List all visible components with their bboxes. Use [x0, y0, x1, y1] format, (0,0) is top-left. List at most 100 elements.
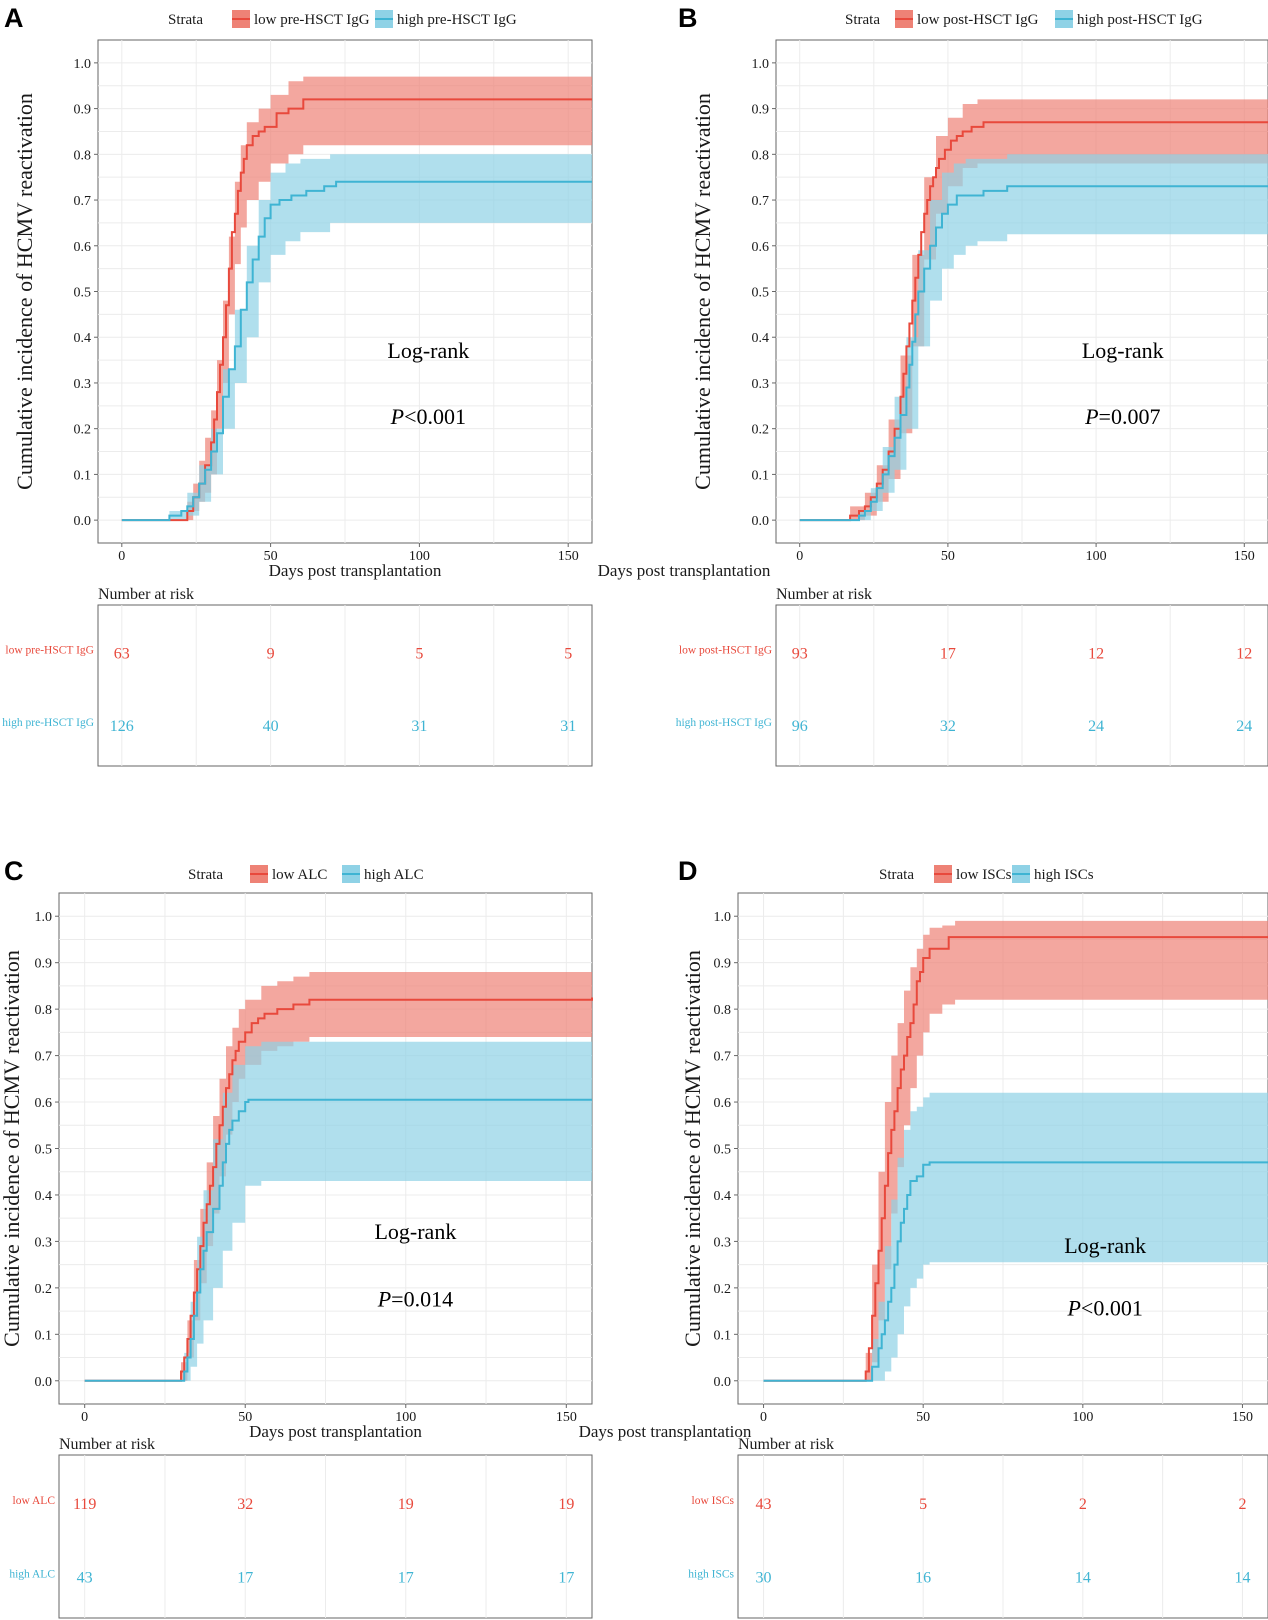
- risk-count: 43: [756, 1496, 772, 1513]
- risk-count: 9: [267, 645, 275, 662]
- y-tick-label: 0.1: [74, 468, 92, 483]
- logrank-label: Log-rank: [1082, 338, 1164, 363]
- y-tick-label: 1.0: [714, 910, 732, 925]
- logrank-label: Log-rank: [1064, 1233, 1146, 1258]
- risk-count: 14: [1075, 1569, 1091, 1586]
- risk-count: 96: [792, 718, 808, 735]
- risk-count: 119: [73, 1496, 96, 1513]
- p-value: P=0.007: [1084, 404, 1160, 429]
- y-tick-label: 0.0: [752, 514, 770, 529]
- risk-row-label-low: low post-HSCT IgG: [679, 644, 772, 656]
- legend-title: Strata: [845, 12, 880, 28]
- y-tick-label: 0.2: [752, 423, 770, 438]
- risk-count: 32: [237, 1496, 253, 1513]
- logrank-label: Log-rank: [387, 338, 469, 363]
- y-tick-label: 0.8: [74, 148, 92, 163]
- x-axis-title: Days post transplantation: [249, 1422, 422, 1441]
- y-tick-label: 0.8: [35, 1003, 53, 1018]
- x-axis-title: Days post transplantation: [598, 561, 771, 580]
- y-tick-label: 0.1: [35, 1328, 53, 1343]
- ci-band-high: [799, 152, 1268, 521]
- p-symbol: P: [377, 1286, 391, 1311]
- risk-row-label-high: high ALC: [9, 1568, 55, 1580]
- risk-table-title: Number at risk: [776, 586, 872, 603]
- km-curve-low: [799, 121, 1268, 522]
- y-axis-title: Cumulative incidence of HCMV reactivatio…: [690, 93, 715, 490]
- y-tick-label: 0.7: [74, 194, 92, 209]
- risk-table-title: Number at risk: [738, 1436, 834, 1453]
- y-tick-label: 0.1: [752, 468, 770, 483]
- risk-count: 5: [919, 1496, 927, 1513]
- risk-count: 17: [558, 1569, 574, 1586]
- y-tick-label: 0.4: [752, 331, 770, 346]
- risk-count: 126: [110, 718, 134, 735]
- risk-table-title: Number at risk: [98, 586, 194, 603]
- legend-label-high: high ALC: [364, 867, 424, 883]
- panel-label: C: [4, 856, 24, 886]
- y-tick-label: 1.0: [752, 57, 770, 72]
- risk-row-label-low: low ALC: [13, 1495, 56, 1507]
- y-tick-label: 0.2: [74, 423, 92, 438]
- y-tick-label: 0.8: [752, 148, 770, 163]
- legend-label-high: high pre-HSCT IgG: [397, 12, 517, 28]
- x-tick-label: 50: [916, 1410, 930, 1425]
- y-axis-title: Cumulative incidence of HCMV reactivatio…: [680, 950, 705, 1347]
- legend-title: Strata: [879, 867, 914, 883]
- y-tick-label: 0.5: [74, 286, 92, 301]
- risk-count: 17: [237, 1569, 253, 1586]
- km-curve-low: [84, 997, 593, 1382]
- ci-band-low: [121, 76, 593, 521]
- ci-band-low: [799, 97, 1268, 521]
- risk-count: 14: [1234, 1569, 1250, 1586]
- panel-a: A Strata low pre-HSCT IgG high pre-HSCT IgG…: [2, 3, 593, 767]
- risk-count: 17: [398, 1569, 414, 1586]
- y-tick-label: 0.3: [752, 377, 770, 392]
- y-axis-title: Cumulative incidence of HCMV reactivatio…: [0, 950, 24, 1347]
- panel-label: D: [678, 856, 698, 886]
- y-tick-label: 0.6: [35, 1096, 53, 1111]
- risk-count: 19: [398, 1496, 414, 1513]
- risk-count: 93: [792, 645, 808, 662]
- km-curve-high: [84, 1098, 592, 1382]
- p-symbol: P: [390, 404, 404, 429]
- x-tick-label: 0: [760, 1410, 767, 1425]
- y-tick-label: 0.0: [714, 1375, 732, 1390]
- p-value-number: <0.001: [1081, 1296, 1143, 1321]
- risk-count: 31: [411, 718, 427, 735]
- y-tick-label: 0.3: [74, 377, 92, 392]
- risk-count: 40: [263, 718, 279, 735]
- y-tick-label: 1.0: [74, 57, 92, 72]
- risk-row-label-high: high ISCs: [688, 1568, 734, 1580]
- y-tick-label: 0.0: [35, 1375, 53, 1390]
- risk-count: 24: [1236, 718, 1252, 735]
- legend: Strata low ISCs high ISCs: [879, 865, 1094, 883]
- risk-count: 43: [77, 1569, 93, 1586]
- p-value: P=0.014: [377, 1286, 453, 1311]
- y-tick-label: 0.6: [74, 240, 92, 255]
- risk-count: 5: [564, 645, 572, 662]
- x-tick-label: 100: [409, 549, 430, 564]
- y-tick-label: 0.5: [35, 1143, 53, 1158]
- legend-label-low: low post-HSCT IgG: [917, 12, 1039, 28]
- y-tick-label: 0.4: [74, 331, 92, 346]
- p-value: P<0.001: [1066, 1296, 1142, 1321]
- x-axis-title: Days post transplantation: [269, 561, 442, 580]
- legend: Strata low pre-HSCT IgG high pre-HSCT IgG: [168, 10, 517, 28]
- legend: Strata low post-HSCT IgG high post-HSCT Ig…: [845, 10, 1203, 28]
- x-tick-label: 100: [1086, 549, 1107, 564]
- legend-label-low: low pre-HSCT IgG: [254, 12, 370, 28]
- km-curve-high: [121, 180, 592, 522]
- x-tick-label: 100: [395, 1410, 416, 1425]
- x-tick-label: 150: [558, 549, 579, 564]
- y-tick-label: 0.4: [714, 1189, 732, 1204]
- p-value-number: =0.007: [1099, 404, 1161, 429]
- legend-title: Strata: [168, 12, 203, 28]
- panel-b: B Strata low post-HSCT IgG high post-HSCT I…: [598, 3, 1268, 767]
- y-tick-label: 0.7: [752, 194, 770, 209]
- x-tick-label: 50: [238, 1410, 252, 1425]
- risk-row-label-high: high pre-HSCT IgG: [2, 717, 94, 729]
- ci-band-high: [121, 149, 593, 521]
- km-curve-high: [799, 185, 1268, 522]
- risk-count: 30: [756, 1569, 772, 1586]
- risk-row-label-low: low pre-HSCT IgG: [5, 644, 94, 656]
